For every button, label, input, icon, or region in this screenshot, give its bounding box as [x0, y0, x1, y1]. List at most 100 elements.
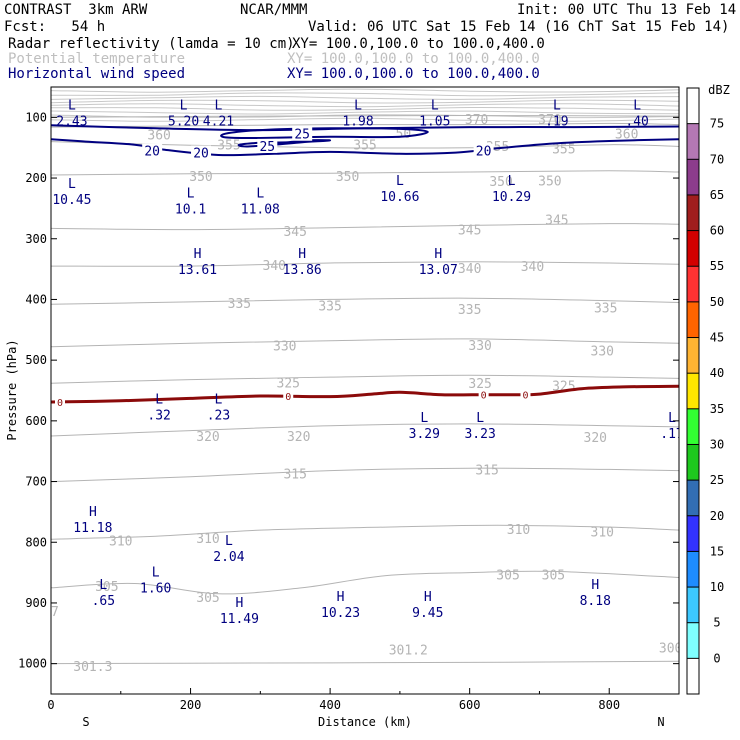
theta-contour-label: 340 [521, 260, 544, 275]
extremum-kind: L [396, 174, 404, 189]
colorbar-swatch [687, 515, 699, 552]
wind-contour-label: 20 [144, 145, 160, 160]
colorbar-level-label: 65 [710, 188, 724, 202]
theta-contour-label: 355 [217, 139, 240, 154]
extremum-value: 10.29 [492, 190, 531, 205]
theta-contour-label: 315 [283, 468, 306, 483]
header-valid-time: Valid: 06 UTC Sat 15 Feb 14 (16 ChT Sat … [308, 19, 730, 35]
theta-contour-label: 305 [196, 591, 219, 606]
theta-contour-label: 360 [147, 128, 170, 143]
colorbar-swatch [687, 230, 699, 267]
y-tick-label: 300 [25, 232, 47, 246]
colorbar-level-label: 55 [710, 259, 724, 273]
theta-contour-label: 335 [458, 303, 481, 318]
x-tick-label: 200 [180, 698, 202, 712]
colorbar: 0 5 10 15 20 25 30 35 40 45 50 55 60 65 70 75 [686, 87, 724, 695]
extremum-value: 13.61 [178, 263, 217, 278]
theta-contour [51, 374, 679, 384]
y-tick-label: 500 [25, 353, 47, 367]
reflectivity-0dbz-contour [51, 384, 679, 404]
extremum-value: .23 [207, 409, 230, 424]
wind-contour-label: 25 [294, 128, 310, 143]
extremum-value: .17 [660, 427, 683, 442]
colorbar-level-label: 25 [710, 473, 724, 487]
colorbar-swatch [687, 123, 699, 160]
colorbar-swatch [687, 266, 699, 302]
theta-contour [51, 141, 679, 149]
extremum-value: 10.23 [321, 606, 360, 621]
colorbar-level-label: 5 [713, 616, 720, 630]
extremum-kind: L [553, 98, 561, 113]
colorbar-swatch [687, 301, 699, 338]
theta-contour-label: 330 [591, 344, 614, 359]
theta-contour [51, 114, 679, 118]
theta-contour-label: 335 [228, 297, 251, 312]
theta-contour-label: 350 [489, 175, 512, 190]
theta-upper-contour [51, 92, 679, 97]
reflectivity-label-background [283, 390, 294, 403]
colorbar-level-label: 10 [710, 580, 724, 594]
theta-contour-label: 345 [458, 224, 481, 239]
colorbar-level-label: 40 [710, 366, 724, 380]
colorbar-level-label: 50 [710, 295, 724, 309]
extremum-value: .19 [545, 114, 568, 129]
extremum-value: 10.1 [175, 202, 206, 217]
extremum-kind: L [215, 98, 223, 113]
extremum-kind: L [431, 98, 439, 113]
theta-contour-label: 305 [542, 568, 565, 583]
theta-contours: 301.3 301.2 300 07 305 305 305 305 310 310 310 310 3… [51, 88, 679, 675]
extremum-kind: L [354, 98, 362, 113]
reflectivity-contour-label: 0 [57, 398, 63, 409]
theta-contour-label: 350 [336, 170, 359, 185]
extremum-kind: L [155, 393, 163, 408]
y-tick-label: 600 [25, 414, 47, 428]
extremum-kind: H [89, 505, 97, 520]
extremum-kind: L [99, 578, 107, 593]
reflectivity-contour-label: 0 [285, 392, 291, 403]
colorbar-swatch [687, 444, 699, 481]
colorbar-level-label: 75 [710, 117, 724, 131]
extremum-value: 3.29 [409, 427, 440, 442]
extremum-kind: L [476, 411, 484, 426]
extremum-kind: L [180, 98, 188, 113]
theta-contour-label: 350 [189, 170, 212, 185]
theta-contour-label: 310 [591, 525, 614, 540]
field-theta-name: Potential temperature [8, 51, 186, 67]
reflectivity-contour: 0 0 0 0 [51, 384, 679, 409]
extremum-value: 3.23 [464, 427, 495, 442]
colorbar-swatch [687, 373, 699, 409]
wind-speed-contour [51, 138, 679, 157]
theta-contour-label: 340 [458, 262, 481, 277]
theta-contour-label: 345 [545, 213, 568, 228]
extremum-kind: L [68, 177, 76, 192]
extremum-value: 11.18 [73, 521, 112, 536]
theta-contour-label: 335 [318, 300, 341, 315]
extremum-kind: H [337, 590, 345, 605]
theta-contour [51, 170, 679, 176]
colorbar-swatch [687, 88, 699, 124]
x-end-label-north: N [657, 715, 664, 729]
colorbar-level-label: 35 [710, 402, 724, 416]
theta-contour-label: 340 [263, 259, 286, 274]
extremum-value: 1.05 [419, 114, 450, 129]
theta-contour [51, 338, 679, 348]
wind-speed-contour [237, 139, 332, 148]
reflectivity-contour-label: 0 [522, 390, 528, 401]
wind-label-background [292, 126, 313, 141]
extremum-kind: H [194, 247, 202, 262]
extremum-value: .65 [92, 594, 115, 609]
theta-upper-contour [51, 95, 679, 100]
theta-contour [51, 467, 679, 483]
extremum-kind: L [508, 174, 516, 189]
extremum-kind: L [633, 98, 641, 113]
colorbar-level-label: 15 [710, 544, 724, 558]
extremum-value: 11.08 [241, 202, 280, 217]
plot-frame [50, 86, 680, 695]
extremum-kind: H [298, 247, 306, 262]
theta-upper-contour [51, 110, 679, 115]
extremum-value: 9.45 [412, 606, 443, 621]
theta-contour-label: 50 [396, 127, 412, 142]
extremum-value: 1.60 [140, 582, 171, 597]
theta-contour-label: 350 [538, 174, 561, 189]
